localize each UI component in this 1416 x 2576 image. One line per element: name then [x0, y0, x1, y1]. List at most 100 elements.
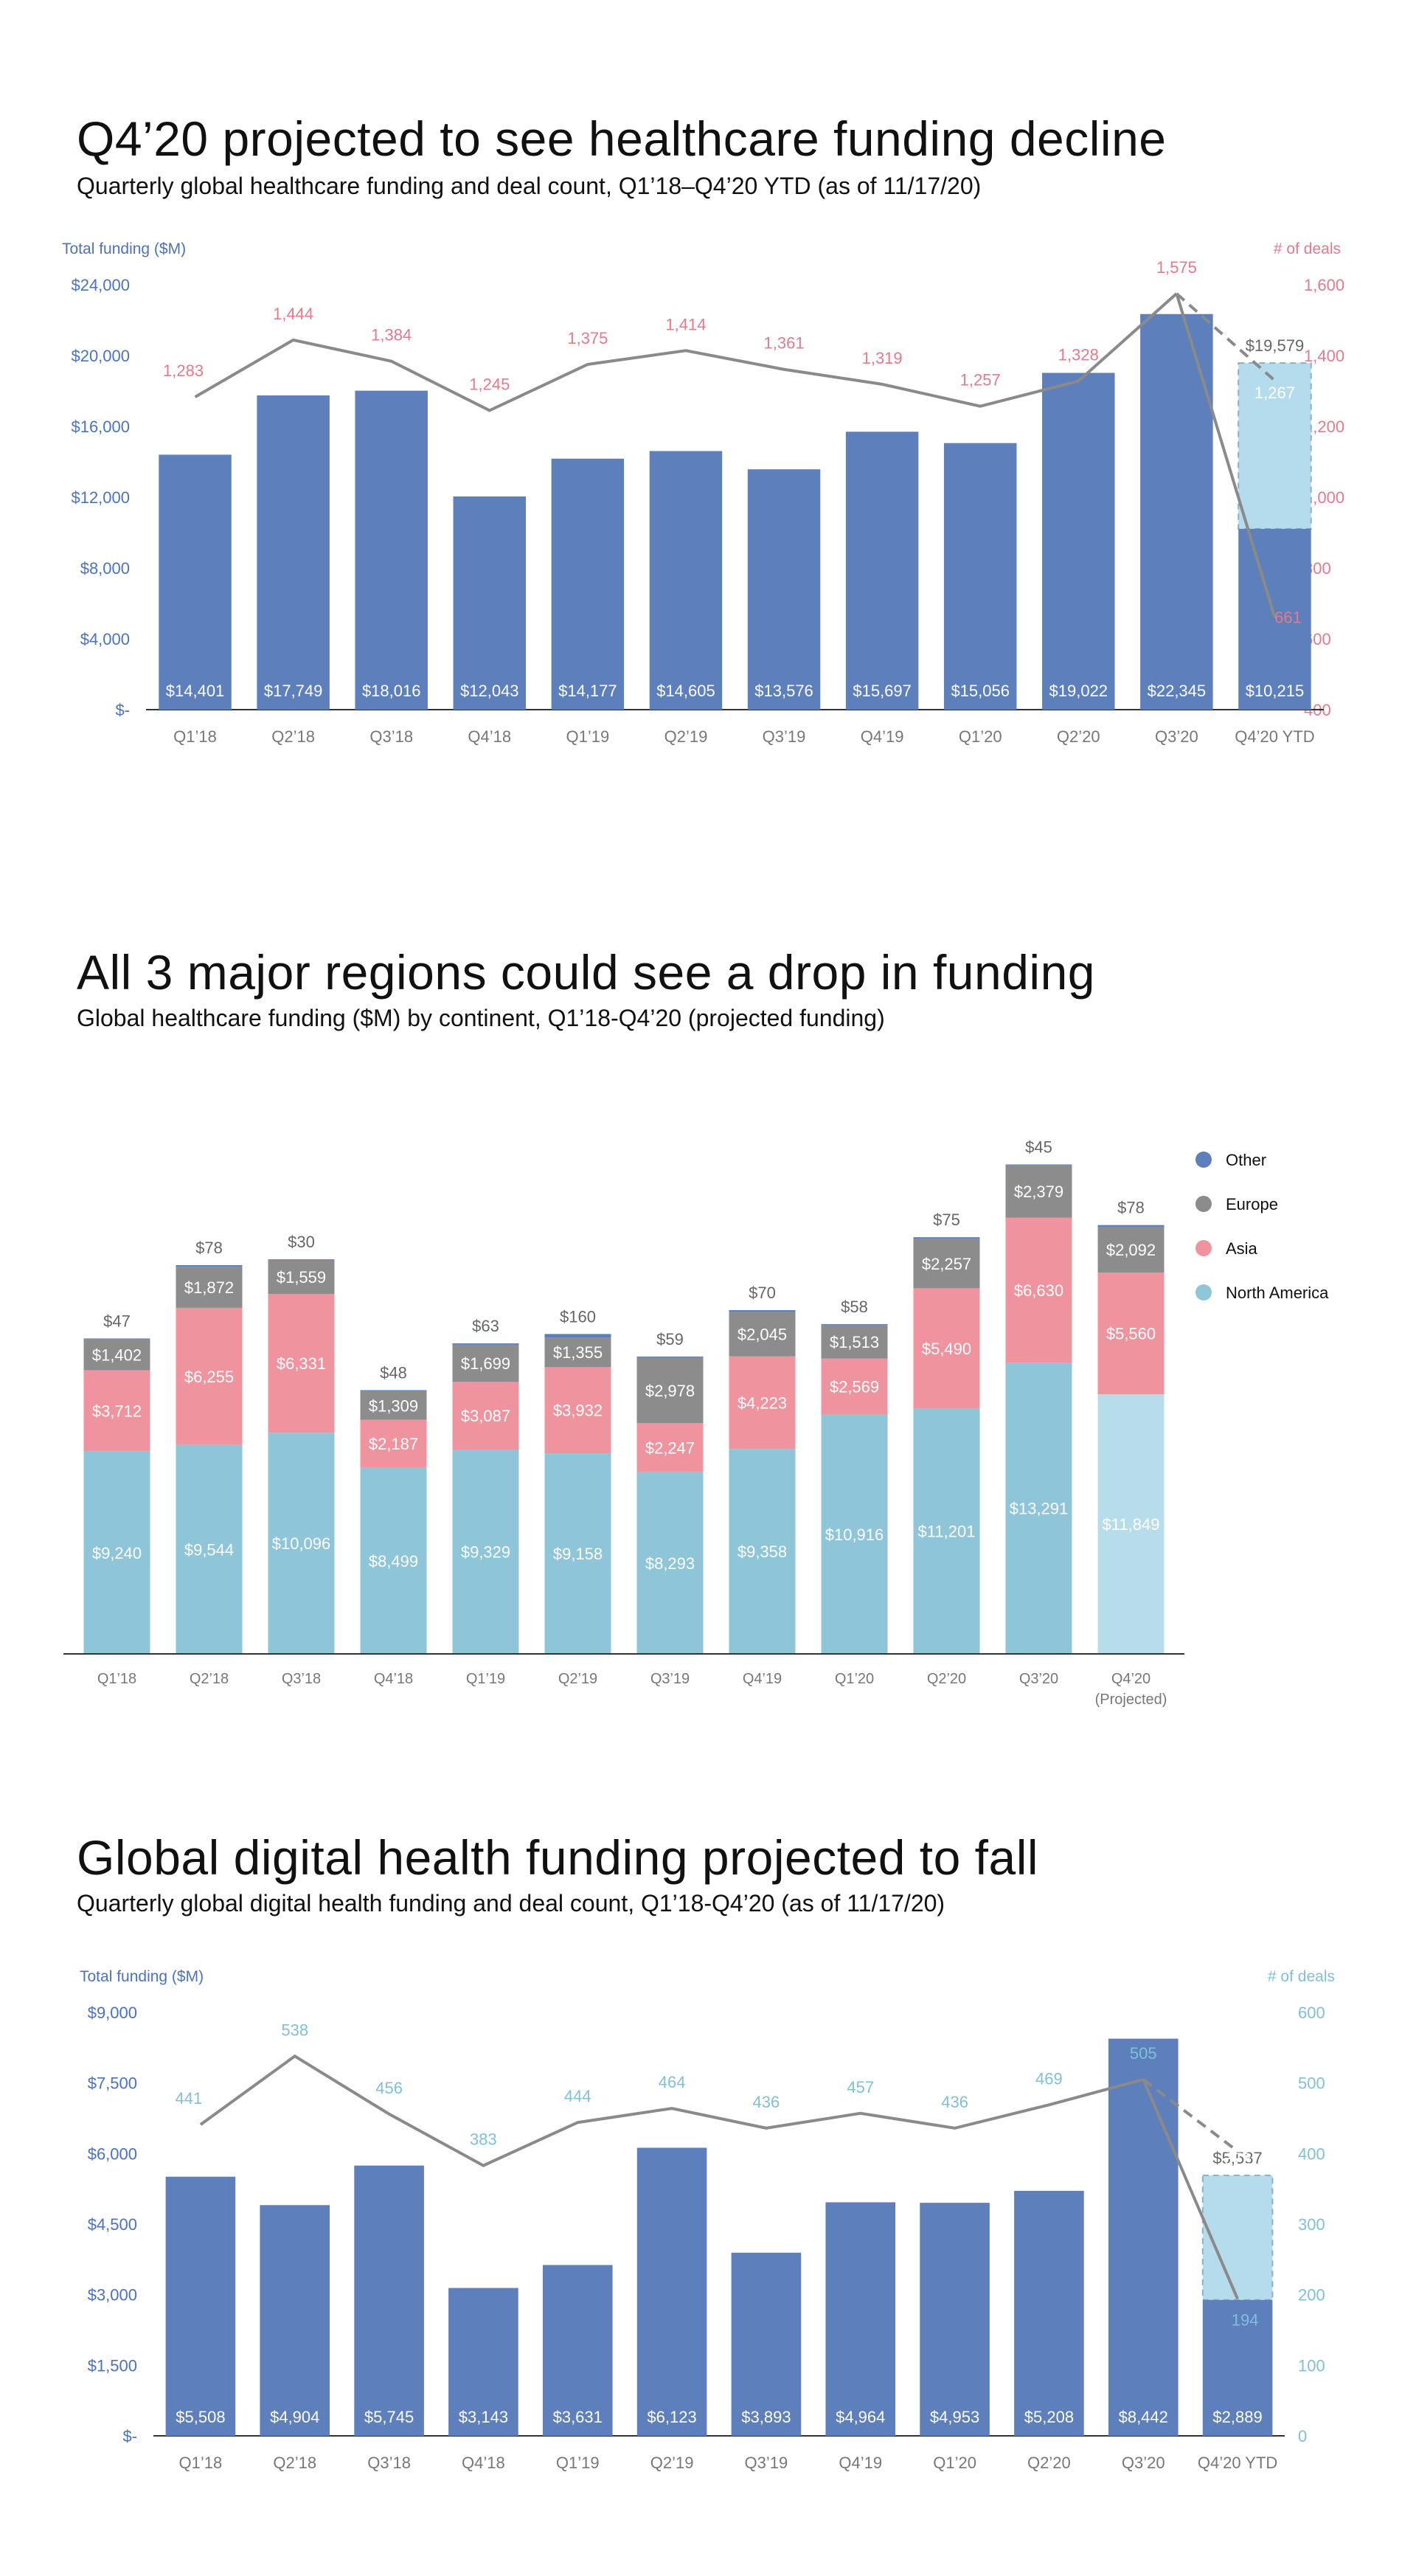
stack-segment-other — [729, 1309, 796, 1312]
projected-deals-line — [1176, 292, 1276, 382]
deal-count-label: 456 — [375, 2079, 403, 2097]
funding-bar — [257, 395, 330, 710]
x-tick-label: Q2’19 — [650, 2454, 694, 2472]
deal-count-label: 1,328 — [1058, 346, 1099, 364]
segment-value-label: $1,309 — [369, 1396, 418, 1415]
deal-count-label: 464 — [659, 2073, 686, 2091]
segment-value-label: $6,255 — [184, 1368, 234, 1386]
bar-value-label: $12,043 — [460, 682, 519, 700]
legend-label: Asia — [1226, 1239, 1258, 1258]
stack-segment-europe — [360, 1391, 427, 1420]
x-tick-label: Q3’18 — [369, 727, 413, 746]
deal-count-label: 436 — [753, 2093, 780, 2111]
legend-label: North America — [1226, 1284, 1329, 1302]
bar-value-label: $19,022 — [1049, 682, 1108, 700]
stack-segment-asia — [544, 1367, 611, 1454]
segment-value-label: $1,402 — [92, 1346, 142, 1365]
stack-segment-asia — [821, 1358, 888, 1415]
funding-bar — [165, 2176, 236, 2436]
x-tick-note: (Projected) — [1095, 1692, 1167, 1708]
x-tick-label: Q4’19 — [861, 727, 904, 746]
x-tick-label: Q1’19 — [466, 1671, 505, 1687]
funding-bar — [1014, 2190, 1084, 2436]
deal-count-label: 457 — [847, 2078, 874, 2097]
funding-bar — [825, 2202, 896, 2436]
funding-bar — [1140, 314, 1213, 710]
funding-bar — [159, 454, 232, 710]
bar-value-label: $14,177 — [558, 682, 617, 700]
bar-value-label: $8,442 — [1119, 2408, 1168, 2426]
projected-funding-bar — [1201, 2174, 1274, 2301]
projected-deals-label: 1,267 — [1254, 384, 1295, 402]
x-tick-label: Q4’18 — [374, 1671, 413, 1687]
x-tick-label: Q2’18 — [271, 727, 315, 746]
segment-value-label: $1,872 — [184, 1278, 234, 1297]
x-tick-label: Q3’19 — [650, 1671, 690, 1687]
y2-tick-label: 600 — [1298, 2004, 1325, 2022]
segment-value-label: $5,490 — [922, 1340, 971, 1358]
chart-title: Global digital health funding projected … — [77, 1830, 1039, 1885]
legend-label: Other — [1226, 1151, 1266, 1169]
deal-count-label: 1,575 — [1156, 258, 1197, 277]
y-tick-label: $9,000 — [88, 2004, 137, 2022]
x-tick-label: Q4’20 YTD — [1235, 727, 1314, 746]
projected-funding-label: $5,537 — [1212, 2149, 1262, 2167]
legend-marker — [1195, 1196, 1212, 1212]
deal-count-label: 1,245 — [469, 375, 510, 393]
chart-section-2: All 3 major regions could see a drop in … — [0, 841, 1416, 1726]
y-tick-label: $16,000 — [71, 418, 130, 436]
y2-tick-label: 500 — [1298, 2074, 1325, 2093]
stack-segment-north-america — [544, 1453, 611, 1654]
stack-segment-asia — [268, 1294, 335, 1433]
funding-bar — [542, 2265, 613, 2436]
y2-tick-label: 100 — [1298, 2356, 1325, 2375]
other-value-label: $45 — [1025, 1138, 1052, 1157]
stack-segment-north-america — [176, 1444, 243, 1654]
segment-value-label: $1,559 — [277, 1268, 326, 1287]
stack-segment-north-america — [636, 1472, 704, 1654]
funding-bar — [1108, 2038, 1179, 2436]
stack-segment-europe — [913, 1239, 980, 1289]
other-value-label: $30 — [288, 1233, 315, 1251]
y2-tick-label: 0 — [1298, 2427, 1307, 2445]
funding-bar — [551, 458, 625, 710]
projected-funding-bar — [1238, 362, 1312, 530]
other-value-label: $78 — [1117, 1199, 1145, 1217]
segment-value-label: $1,513 — [830, 1333, 879, 1351]
x-tick-label: Q1’19 — [566, 727, 610, 746]
bar-value-label: $14,401 — [166, 682, 225, 700]
y2-axis-title: # of deals — [1268, 1968, 1335, 1985]
segment-value-label: $9,158 — [553, 1545, 603, 1563]
y-tick-label: $- — [122, 2427, 137, 2445]
stack-segment-europe — [1005, 1165, 1072, 1218]
stack-segment-other — [176, 1264, 243, 1267]
segment-value-label: $9,544 — [184, 1540, 234, 1559]
stack-segment-europe — [83, 1339, 150, 1371]
y2-tick-label: 400 — [1298, 2144, 1325, 2163]
segment-value-label: $9,358 — [738, 1543, 787, 1561]
bar-value-label: $13,576 — [754, 682, 813, 700]
bar-value-label: $22,345 — [1148, 682, 1207, 700]
stack-segment-other — [1005, 1164, 1072, 1166]
x-tick-label: Q3’18 — [282, 1671, 321, 1687]
funding-bar — [448, 2288, 518, 2436]
x-tick-label: Q4’20 — [1111, 1671, 1150, 1687]
x-tick-label: Q2’19 — [664, 727, 708, 746]
stack-segment-north-america — [1005, 1363, 1072, 1654]
x-tick-label: Q2’18 — [273, 2454, 316, 2472]
stack-segment-europe — [1097, 1226, 1165, 1273]
x-tick-label: Q1’20 — [959, 727, 1002, 746]
x-tick-label: Q4’20 YTD — [1198, 2454, 1277, 2472]
deal-count-label: 1,375 — [567, 329, 608, 347]
y-tick-label: $20,000 — [71, 347, 130, 365]
deal-count-label: 383 — [470, 2130, 497, 2149]
chart-section-3: Global digital health funding projected … — [0, 1726, 1416, 2576]
stack-segment-north-america — [268, 1433, 335, 1654]
funding-bar — [649, 451, 723, 710]
deal-count-label: 469 — [1035, 2069, 1063, 2088]
stack-segment-north-america — [913, 1408, 980, 1654]
bar-value-label: $4,953 — [930, 2408, 979, 2426]
segment-value-label: $10,916 — [825, 1526, 884, 1544]
bar-value-label: $4,904 — [270, 2408, 319, 2426]
segment-value-label: $10,096 — [272, 1534, 331, 1553]
